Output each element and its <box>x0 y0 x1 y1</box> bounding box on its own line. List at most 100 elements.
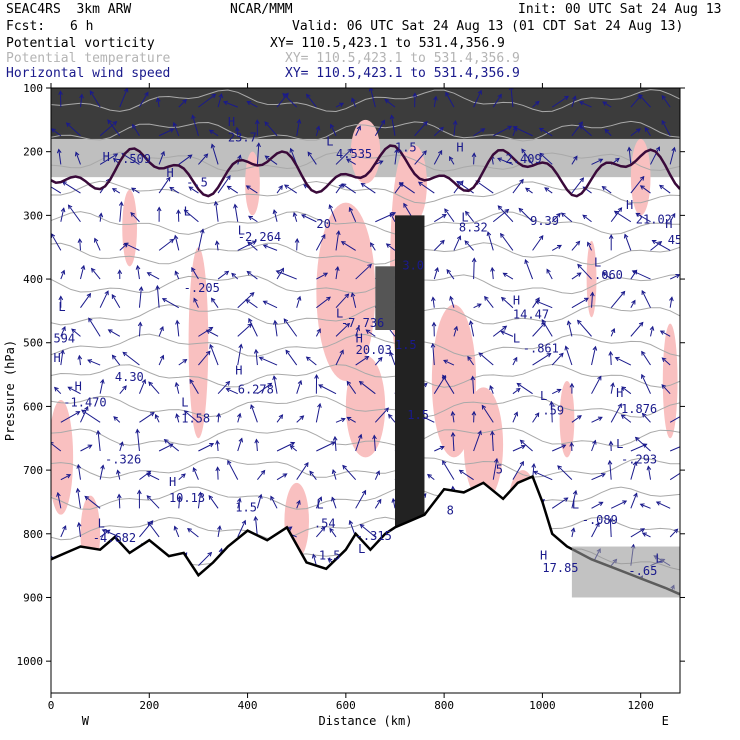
wind-arrow <box>374 470 380 480</box>
wind-arrow <box>57 492 62 509</box>
wind-arrow-head <box>471 152 477 158</box>
contour-label: H <box>665 217 672 231</box>
wind-arrow <box>335 266 339 280</box>
wind-arrow <box>355 326 360 337</box>
wind-arrow-head <box>246 100 252 106</box>
wind-arrow-head <box>367 263 372 269</box>
wind-arrow-head <box>296 499 301 505</box>
wind-arrow-head <box>675 273 680 279</box>
wind-arrow-head <box>53 386 59 392</box>
wind-arrow-head <box>598 158 604 163</box>
wind-arrow <box>77 464 81 480</box>
wind-arrow-head <box>224 270 230 276</box>
wind-arrow <box>532 297 540 308</box>
wind-arrow <box>669 446 680 452</box>
wind-arrow-head <box>345 158 351 163</box>
wind-arrow <box>99 213 102 222</box>
wind-arrow <box>198 552 212 566</box>
wind-arrow <box>254 516 258 538</box>
wind-arrow <box>51 128 62 137</box>
wind-arrow-head <box>368 88 374 92</box>
wind-arrow <box>602 186 612 194</box>
contour-label: L <box>655 551 662 565</box>
field-name-pv: Potential vorticity <box>6 36 155 51</box>
wind-arrow <box>80 293 91 309</box>
wind-arrow <box>610 351 612 366</box>
wind-arrow <box>276 442 295 452</box>
wind-arrow-head <box>384 407 389 413</box>
wind-arrow-head <box>84 405 89 411</box>
wind-arrow-head <box>439 126 444 132</box>
wind-arrow-head <box>137 321 143 327</box>
wind-arrow-head <box>427 473 432 479</box>
wind-arrow-head <box>113 416 119 421</box>
wind-arrow <box>478 352 494 366</box>
wind-arrow <box>459 469 474 481</box>
wind-arrow <box>433 375 446 394</box>
wind-arrow-head <box>75 411 81 416</box>
wind-arrow <box>621 414 632 423</box>
wind-arrow <box>296 462 309 480</box>
wind-arrow-head <box>112 121 118 126</box>
wind-arrow-head <box>58 295 64 301</box>
wind-arrow-head <box>132 123 137 129</box>
wind-arrow-head <box>441 214 447 219</box>
wind-arrow <box>237 344 242 366</box>
wind-arrow-head <box>659 330 665 335</box>
wind-arrow <box>245 299 258 309</box>
theta-contour <box>51 486 680 510</box>
wind-arrow <box>250 404 258 423</box>
wind-arrow-head <box>272 209 278 215</box>
pv-contour <box>51 144 680 198</box>
wind-arrow-head <box>287 526 293 531</box>
wind-arrow-head <box>356 125 361 131</box>
wind-arrow <box>473 128 485 137</box>
wind-arrow <box>351 292 357 308</box>
contour-label: 5 <box>496 462 503 476</box>
wind-arrow <box>122 352 140 366</box>
x-tick-label: 800 <box>434 699 454 712</box>
wind-arrow-head <box>671 212 676 218</box>
contour-label: -1.470 <box>63 395 106 409</box>
wind-arrow-head <box>264 121 270 127</box>
wind-arrow-head <box>639 175 645 181</box>
wind-arrow <box>582 214 592 223</box>
contour-label: H <box>626 198 633 212</box>
wind-arrow-head <box>346 416 352 422</box>
wind-arrow-head <box>76 521 82 527</box>
contour-label: L <box>58 300 65 314</box>
wind-arrow-head <box>96 429 101 435</box>
wind-arrow <box>391 115 396 136</box>
wind-arrow-head <box>260 469 266 475</box>
wind-arrow <box>433 96 437 108</box>
theta-contour <box>51 304 680 326</box>
wind-arrow-head <box>210 297 216 303</box>
contour-label: -.326 <box>105 453 141 467</box>
wind-arrow-head <box>468 320 474 326</box>
wind-arrow-head <box>360 182 366 188</box>
wind-arrow <box>247 241 258 251</box>
wind-arrow <box>360 524 376 538</box>
wind-arrow-head <box>644 126 650 132</box>
wind-arrow <box>591 440 596 452</box>
theta-contour <box>51 516 680 541</box>
theta-contour <box>51 242 680 266</box>
wind-arrow <box>571 528 575 538</box>
wind-arrow-head <box>439 445 445 451</box>
wind-arrow <box>591 376 602 394</box>
wind-arrow <box>198 443 214 452</box>
wind-arrow <box>453 326 458 337</box>
wind-arrow <box>191 267 199 280</box>
wind-arrow-head <box>489 384 494 391</box>
contour-label: H <box>356 332 363 346</box>
wind-arrow-head <box>169 238 175 244</box>
wind-arrow-head <box>661 384 667 389</box>
wind-arrow <box>518 208 533 223</box>
wind-arrow <box>293 212 298 222</box>
wind-arrow-head <box>515 387 521 393</box>
wind-arrow <box>173 122 180 136</box>
wind-arrow <box>656 501 671 509</box>
x-tick-label: 1200 <box>627 699 654 712</box>
contour-label: L <box>184 204 191 218</box>
wind-arrow-head <box>608 440 614 446</box>
